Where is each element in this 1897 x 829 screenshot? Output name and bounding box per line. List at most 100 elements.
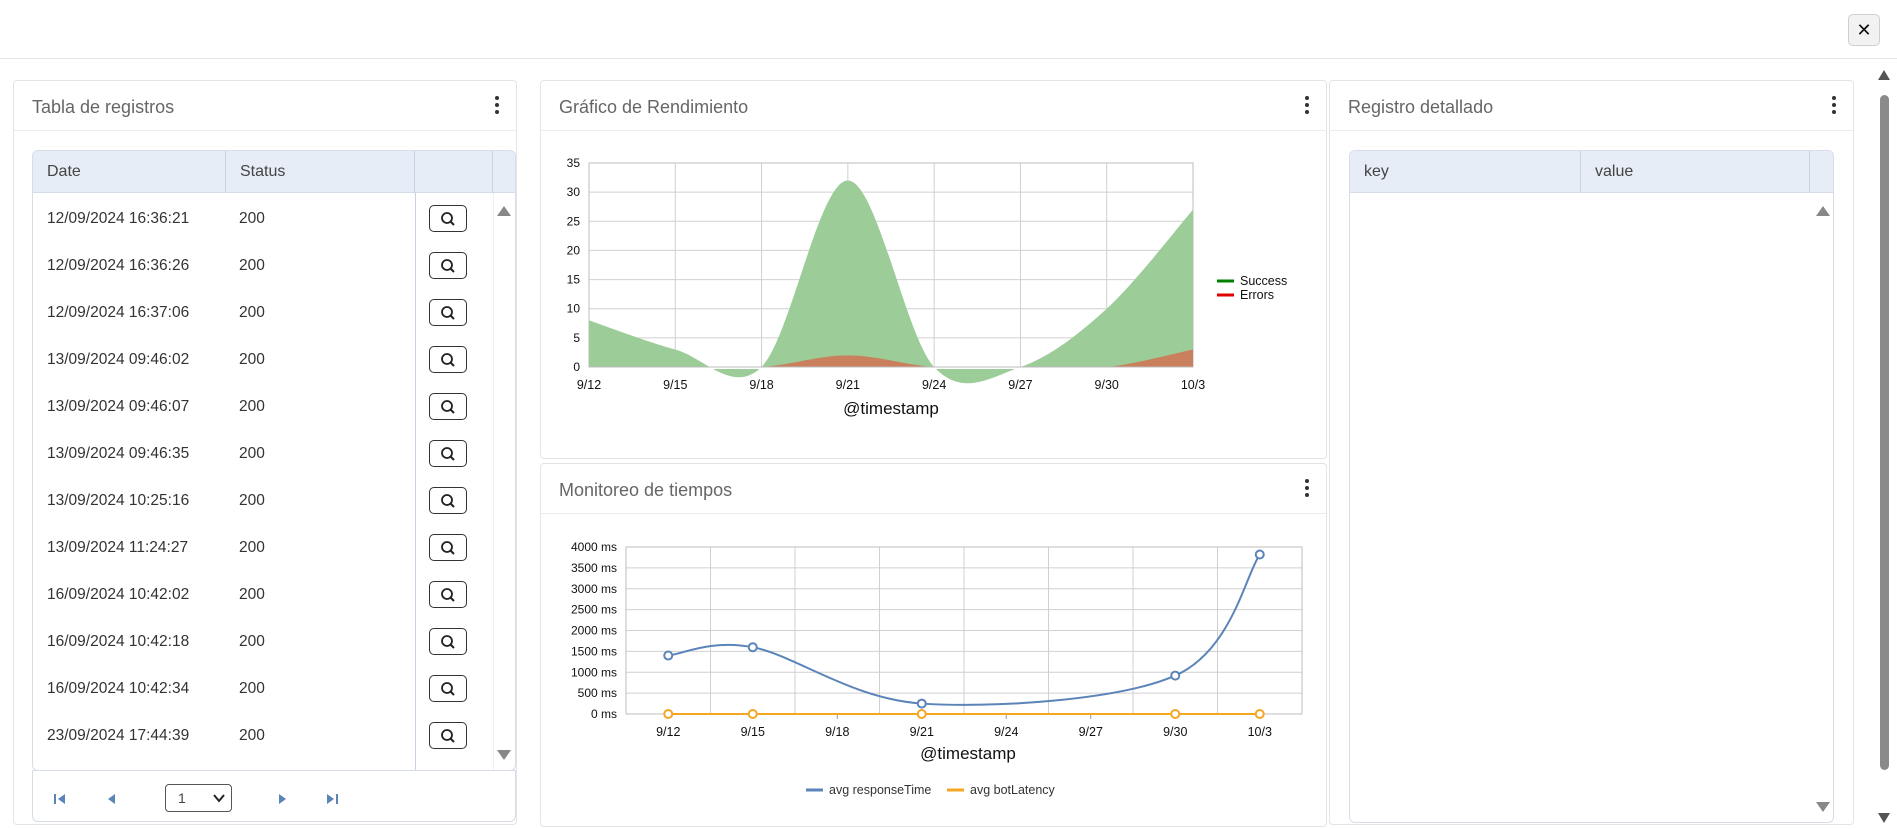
table-row: 13/09/2024 11:24:27 200 xyxy=(33,525,467,572)
series-point xyxy=(916,698,927,709)
x-axis-label: @timestamp xyxy=(920,744,1016,763)
y-tick-label: 2000 ms xyxy=(571,624,617,638)
view-record-button[interactable] xyxy=(429,581,467,608)
x-tick-label: 9/15 xyxy=(663,378,687,392)
row-status: 200 xyxy=(239,398,265,415)
detail-scroll-down-icon[interactable] xyxy=(1816,802,1830,812)
performance-panel: Gráfico de Rendimiento xyxy=(540,80,1327,459)
area-success xyxy=(589,180,1193,384)
times-panel-header: Monitoreo de tiempos xyxy=(541,464,1326,514)
table-row: 13/09/2024 09:46:07 200 xyxy=(33,384,467,431)
legend-label-success: Success xyxy=(1240,274,1287,288)
next-page-icon[interactable] xyxy=(275,793,289,805)
x-tick-label: 9/21 xyxy=(910,725,934,739)
y-tick-label: 5 xyxy=(573,331,580,345)
row-date: 13/09/2024 09:46:07 xyxy=(47,398,190,415)
window-scroll-up-icon[interactable] xyxy=(1878,70,1890,80)
detail-table: key value xyxy=(1349,150,1834,823)
view-record-button[interactable] xyxy=(429,487,467,514)
view-record-button[interactable] xyxy=(429,393,467,420)
legend-label-errors: Errors xyxy=(1240,288,1274,302)
view-record-button[interactable] xyxy=(429,346,467,373)
column-header-date[interactable]: Date xyxy=(33,151,226,193)
column-divider xyxy=(493,193,494,770)
row-date: 13/09/2024 11:24:27 xyxy=(47,539,189,556)
x-tick-label: 9/24 xyxy=(922,378,946,392)
page-select[interactable]: 1 xyxy=(165,784,232,812)
column-header-status[interactable]: Status xyxy=(226,151,415,193)
view-record-button[interactable] xyxy=(429,722,467,749)
x-tick-label: 9/12 xyxy=(656,725,680,739)
row-date: 12/09/2024 16:36:26 xyxy=(47,257,190,274)
area-errors xyxy=(589,349,1193,369)
performance-panel-header: Gráfico de Rendimiento xyxy=(541,81,1326,131)
window-scrollbar-thumb[interactable] xyxy=(1880,95,1889,770)
table-scroll-up-icon[interactable] xyxy=(497,206,511,216)
series-point xyxy=(916,709,927,719)
magnifier-icon xyxy=(441,729,455,743)
previous-page-icon[interactable] xyxy=(105,793,119,805)
series-line xyxy=(668,553,1261,706)
table-row: 12/09/2024 16:36:26 200 xyxy=(33,243,467,290)
column-header-value[interactable]: value xyxy=(1581,151,1810,193)
records-menu-icon[interactable] xyxy=(490,94,504,116)
row-date: 16/09/2024 10:42:18 xyxy=(47,633,190,650)
table-row: 12/09/2024 16:37:06 200 xyxy=(33,290,467,337)
row-date: 16/09/2024 10:42:34 xyxy=(47,680,190,697)
window-scroll-down-icon[interactable] xyxy=(1878,813,1890,823)
series-point xyxy=(1170,670,1181,681)
x-tick-label: 9/30 xyxy=(1095,378,1119,392)
times-menu-icon[interactable] xyxy=(1300,477,1314,499)
times-panel-title: Monitoreo de tiempos xyxy=(559,480,733,500)
y-tick-label: 4000 ms xyxy=(571,540,617,554)
view-record-button[interactable] xyxy=(429,534,467,561)
view-record-button[interactable] xyxy=(429,252,467,279)
page-select-value: 1 xyxy=(178,790,186,806)
row-status: 200 xyxy=(239,445,265,462)
table-scroll-down-icon[interactable] xyxy=(497,750,511,760)
table-row: 23/09/2024 17:44:39 200 xyxy=(33,713,467,760)
row-status: 200 xyxy=(239,257,265,274)
column-header-key[interactable]: key xyxy=(1350,151,1581,193)
row-date: 12/09/2024 16:37:06 xyxy=(47,304,190,321)
magnifier-icon xyxy=(441,353,455,367)
y-tick-label: 15 xyxy=(567,273,581,287)
table-row: 16/09/2024 10:42:18 200 xyxy=(33,619,467,666)
row-date: 12/09/2024 16:36:21 xyxy=(47,210,190,227)
table-row: 12/09/2024 16:36:21 200 xyxy=(33,196,467,243)
y-tick-label: 10 xyxy=(567,302,581,316)
x-tick-label: 10/3 xyxy=(1248,725,1272,739)
first-page-icon[interactable] xyxy=(53,793,67,805)
performance-panel-title: Gráfico de Rendimiento xyxy=(559,97,749,117)
close-button[interactable]: ✕ xyxy=(1848,14,1880,46)
chevron-down-icon xyxy=(213,794,225,803)
x-tick-label: 9/27 xyxy=(1008,378,1032,392)
series-point xyxy=(747,709,758,719)
last-page-icon[interactable] xyxy=(325,793,339,805)
row-status: 200 xyxy=(239,727,265,744)
column-header-actions xyxy=(415,151,493,193)
x-tick-label: 9/15 xyxy=(741,725,765,739)
row-date: 16/09/2024 10:42:02 xyxy=(47,586,190,603)
detail-scroll-up-icon[interactable] xyxy=(1816,206,1830,216)
view-record-button[interactable] xyxy=(429,675,467,702)
detail-menu-icon[interactable] xyxy=(1827,94,1841,116)
window-scrollbar[interactable] xyxy=(1878,68,1890,828)
y-tick-label: 20 xyxy=(567,243,581,257)
close-icon: ✕ xyxy=(1856,20,1872,40)
y-tick-label: 35 xyxy=(567,156,581,170)
performance-menu-icon[interactable] xyxy=(1300,94,1314,116)
table-row: 16/09/2024 10:42:02 200 xyxy=(33,572,467,619)
view-record-button[interactable] xyxy=(429,299,467,326)
magnifier-icon xyxy=(441,447,455,461)
series-point xyxy=(663,709,674,719)
view-record-button[interactable] xyxy=(429,628,467,655)
legend-label: avg botLatency xyxy=(970,783,1056,797)
table-row: 13/09/2024 09:46:35 200 xyxy=(33,431,467,478)
y-tick-label: 3500 ms xyxy=(571,561,617,575)
row-status: 200 xyxy=(239,633,265,650)
x-tick-label: 9/18 xyxy=(749,378,773,392)
records-table-header: Date Status xyxy=(33,151,515,193)
view-record-button[interactable] xyxy=(429,205,467,232)
view-record-button[interactable] xyxy=(429,440,467,467)
